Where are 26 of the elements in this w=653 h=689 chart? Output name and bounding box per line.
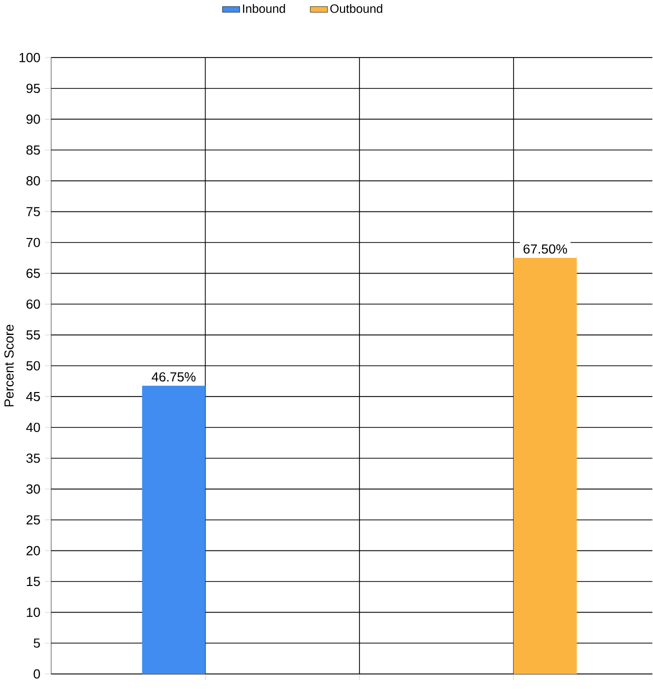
y-tick-label: 25 (26, 515, 40, 525)
y-tick-label: 50 (26, 361, 40, 370)
y-tick-label: 15 (26, 576, 40, 586)
y-tick-label: 45 (26, 392, 40, 402)
y-tick-label: 75 (26, 207, 40, 216)
y-tick-label: 90 (26, 114, 40, 124)
y-tick-label: 40 (26, 422, 40, 432)
y-tick-label: 95 (26, 84, 40, 94)
legend-label: Outbound (330, 4, 382, 13)
y-tick-label: 5 (34, 638, 40, 648)
data-label: 67.50% (524, 244, 568, 254)
y-tick-label: 0 (34, 669, 40, 679)
y-tick-label: 65 (26, 268, 40, 278)
y-tick-label: 85 (26, 145, 40, 155)
y-tick-label: 80 (26, 176, 40, 186)
y-tick-label: 30 (26, 484, 40, 494)
y-tick-label: 35 (26, 454, 40, 463)
y-tick-label: 70 (26, 238, 40, 248)
y-tick-label: 55 (26, 330, 40, 340)
y-tick-label: 10 (26, 608, 40, 617)
y-axis-title: Percent Score (4, 324, 14, 406)
data-label: 46.75% (152, 372, 196, 382)
y-tick-label: 60 (26, 299, 40, 309)
y-tick-label: 100 (20, 52, 40, 62)
legend-label: Inbound (243, 4, 286, 13)
y-tick-label: 20 (26, 546, 40, 556)
